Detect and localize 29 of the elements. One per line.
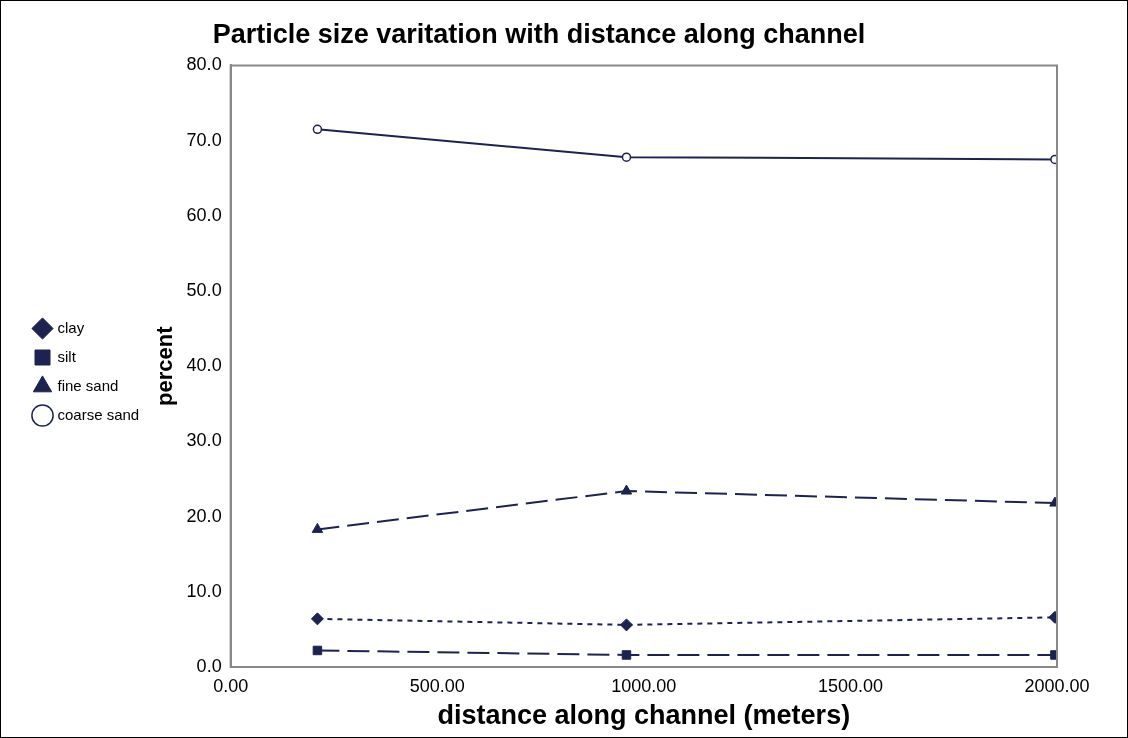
point — [621, 152, 632, 162]
y-tick-label: 40.0 — [186, 355, 222, 376]
point — [311, 522, 324, 533]
legend-label: coarse sand — [57, 405, 140, 423]
y-tick-label: 80.0 — [186, 54, 222, 75]
y-tick-label: 70.0 — [186, 129, 222, 150]
point — [621, 650, 632, 660]
legend-label: fine sand — [57, 376, 119, 394]
x-tick-label: 500.00 — [409, 675, 465, 696]
legend-label: silt — [57, 347, 77, 365]
x-axis-title: distance along channel (meters) — [437, 700, 851, 731]
x-tick-label: 1000.00 — [611, 675, 677, 696]
point — [619, 618, 633, 632]
y-tick-label: 60.0 — [186, 204, 222, 225]
x-tick-label: 1500.00 — [817, 675, 883, 696]
x-tick-label: 0.00 — [213, 675, 249, 696]
y-axis-title: percent — [152, 325, 178, 406]
y-tick-label: 30.0 — [186, 430, 222, 451]
y-tick-label: 10.0 — [186, 580, 222, 601]
point — [310, 612, 324, 626]
point — [620, 484, 633, 495]
x-tick-label: 2000.00 — [1024, 675, 1090, 696]
point — [312, 124, 323, 135]
legend-label: clay — [57, 318, 85, 336]
chart-title: Particle size varitation with distance along channel — [212, 18, 866, 49]
y-tick-label: 0.0 — [196, 655, 222, 676]
y-tick-label: 20.0 — [186, 505, 222, 526]
point — [312, 645, 323, 656]
y-tick-label: 50.0 — [186, 279, 222, 300]
